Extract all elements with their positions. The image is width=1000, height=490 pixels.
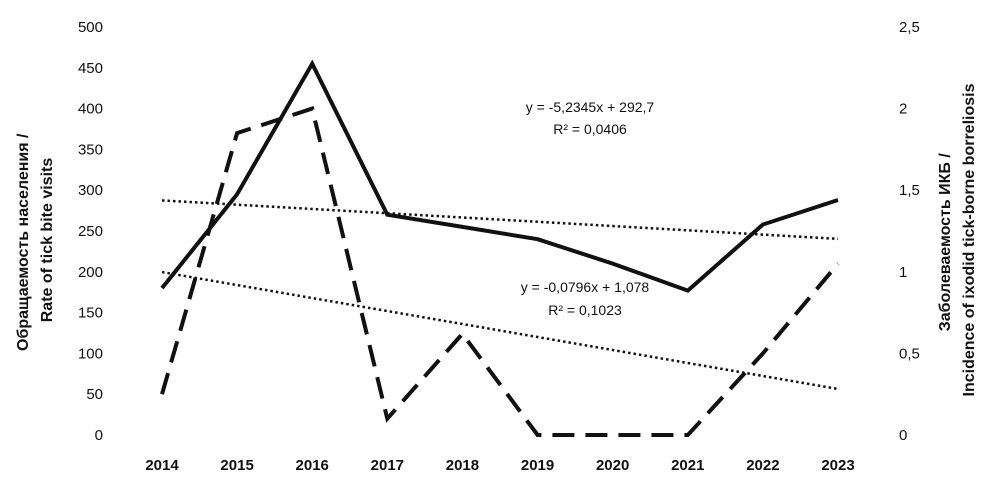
left-axis-title-line-2: Rate of tick bite visits xyxy=(39,158,56,323)
y-left-tick-label: 50 xyxy=(86,386,103,403)
tick-label-layer: 0 50 100 150 200 250 300 350 400 450 500 0 0,5 1 1,5 2 2… xyxy=(78,19,920,474)
trendline-layer xyxy=(161,199,839,391)
y-right-tick-label: 0 xyxy=(899,427,907,444)
series-2-point xyxy=(235,131,239,135)
left-axis-title-line-1: Обращаемость населения / xyxy=(15,133,32,351)
series-1-point xyxy=(160,286,164,290)
trendline-2-r2: R² = 0,1023 xyxy=(548,302,622,318)
x-tick-label: 2019 xyxy=(521,457,554,474)
trendline-2-equation: y = -0,0796x + 1,078 xyxy=(521,279,650,295)
series-1-point xyxy=(460,225,464,229)
series-2-point xyxy=(310,107,314,111)
y-right-tick-label: 1 xyxy=(899,264,907,281)
x-tick-label: 2015 xyxy=(220,457,253,474)
left-axis-title: Обращаемость населения / Rate of tick bi… xyxy=(15,129,56,351)
series-1-point xyxy=(385,213,389,217)
y-left-tick-label: 100 xyxy=(78,345,103,362)
series-2-line xyxy=(160,106,840,437)
y-left-tick-label: 250 xyxy=(78,223,103,240)
right-axis-title: Заболеваемость ИКБ / Incidence of ixodid… xyxy=(937,83,978,396)
series-1-point xyxy=(536,237,540,241)
y-right-tick-label: 1,5 xyxy=(899,182,920,199)
series-2-point xyxy=(611,433,615,437)
x-tick-label: 2022 xyxy=(746,457,779,474)
trendline-1-equation: y = -5,2345x + 292,7 xyxy=(526,99,655,115)
trendline-1-r2: R² = 0,0406 xyxy=(553,121,627,137)
x-tick-label: 2020 xyxy=(596,457,629,474)
series-1-line xyxy=(160,59,839,293)
x-tick-label: 2023 xyxy=(821,457,854,474)
series-2-point xyxy=(160,392,164,396)
series-1-point xyxy=(761,222,765,226)
right-axis-title-line-2: Incidence of ixodid tick-borne borrelios… xyxy=(961,83,978,396)
series-2-point xyxy=(385,417,389,421)
y-right-tick-label: 2 xyxy=(899,101,907,118)
series-1-point xyxy=(836,198,840,202)
series-1-point xyxy=(611,262,615,266)
y-right-tick-label: 2,5 xyxy=(899,19,920,36)
series-2-point xyxy=(836,262,840,266)
series-1-point xyxy=(235,192,239,196)
series-1-point xyxy=(686,289,690,293)
y-left-tick-label: 200 xyxy=(78,264,103,281)
y-left-tick-label: 500 xyxy=(78,19,103,36)
x-tick-label: 2014 xyxy=(145,457,179,474)
series-layer xyxy=(160,59,840,437)
y-left-tick-label: 300 xyxy=(78,182,103,199)
series-2-point xyxy=(686,433,690,437)
y-left-tick-label: 0 xyxy=(95,427,103,444)
trendline-2 xyxy=(161,270,839,391)
series-2-point xyxy=(536,433,540,437)
x-tick-label: 2018 xyxy=(446,457,479,474)
series-2-point xyxy=(460,332,464,336)
series-2-point xyxy=(761,351,765,355)
series-1-point xyxy=(310,62,314,66)
x-tick-label: 2017 xyxy=(371,457,404,474)
x-tick-label: 2021 xyxy=(671,457,704,474)
right-axis-title-line-1: Заболеваемость ИКБ / xyxy=(937,153,954,332)
y-left-tick-label: 350 xyxy=(78,141,103,158)
x-tick-label: 2016 xyxy=(296,457,329,474)
y-left-tick-label: 150 xyxy=(78,305,103,322)
y-left-tick-label: 400 xyxy=(78,101,103,118)
y-left-tick-label: 450 xyxy=(78,60,103,77)
y-right-tick-label: 0,5 xyxy=(899,345,920,362)
